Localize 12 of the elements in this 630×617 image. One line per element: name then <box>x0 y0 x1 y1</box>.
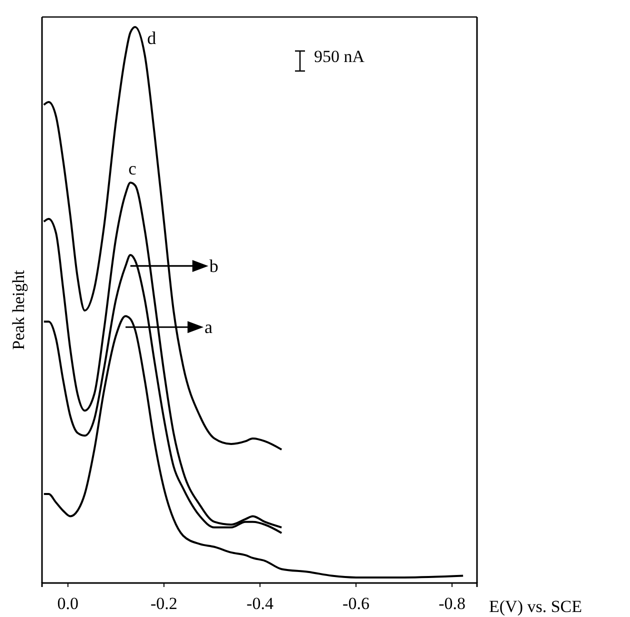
x-tick-label: -0.4 <box>246 594 274 614</box>
x-axis-title: E(V) vs. SCE <box>489 597 582 616</box>
x-tick-label: -0.6 <box>342 594 370 614</box>
annotation: c <box>128 158 136 179</box>
x-tick-label: -0.8 <box>438 594 466 614</box>
annotation: 950 nA <box>314 47 366 66</box>
x-tick-label: -0.2 <box>150 594 178 614</box>
annotation: b <box>209 256 218 276</box>
annotation: d <box>147 28 156 48</box>
y-axis-title: Peak height <box>9 270 28 350</box>
x-tick-label: 0.0 <box>57 594 79 614</box>
annotation: a <box>204 317 213 338</box>
